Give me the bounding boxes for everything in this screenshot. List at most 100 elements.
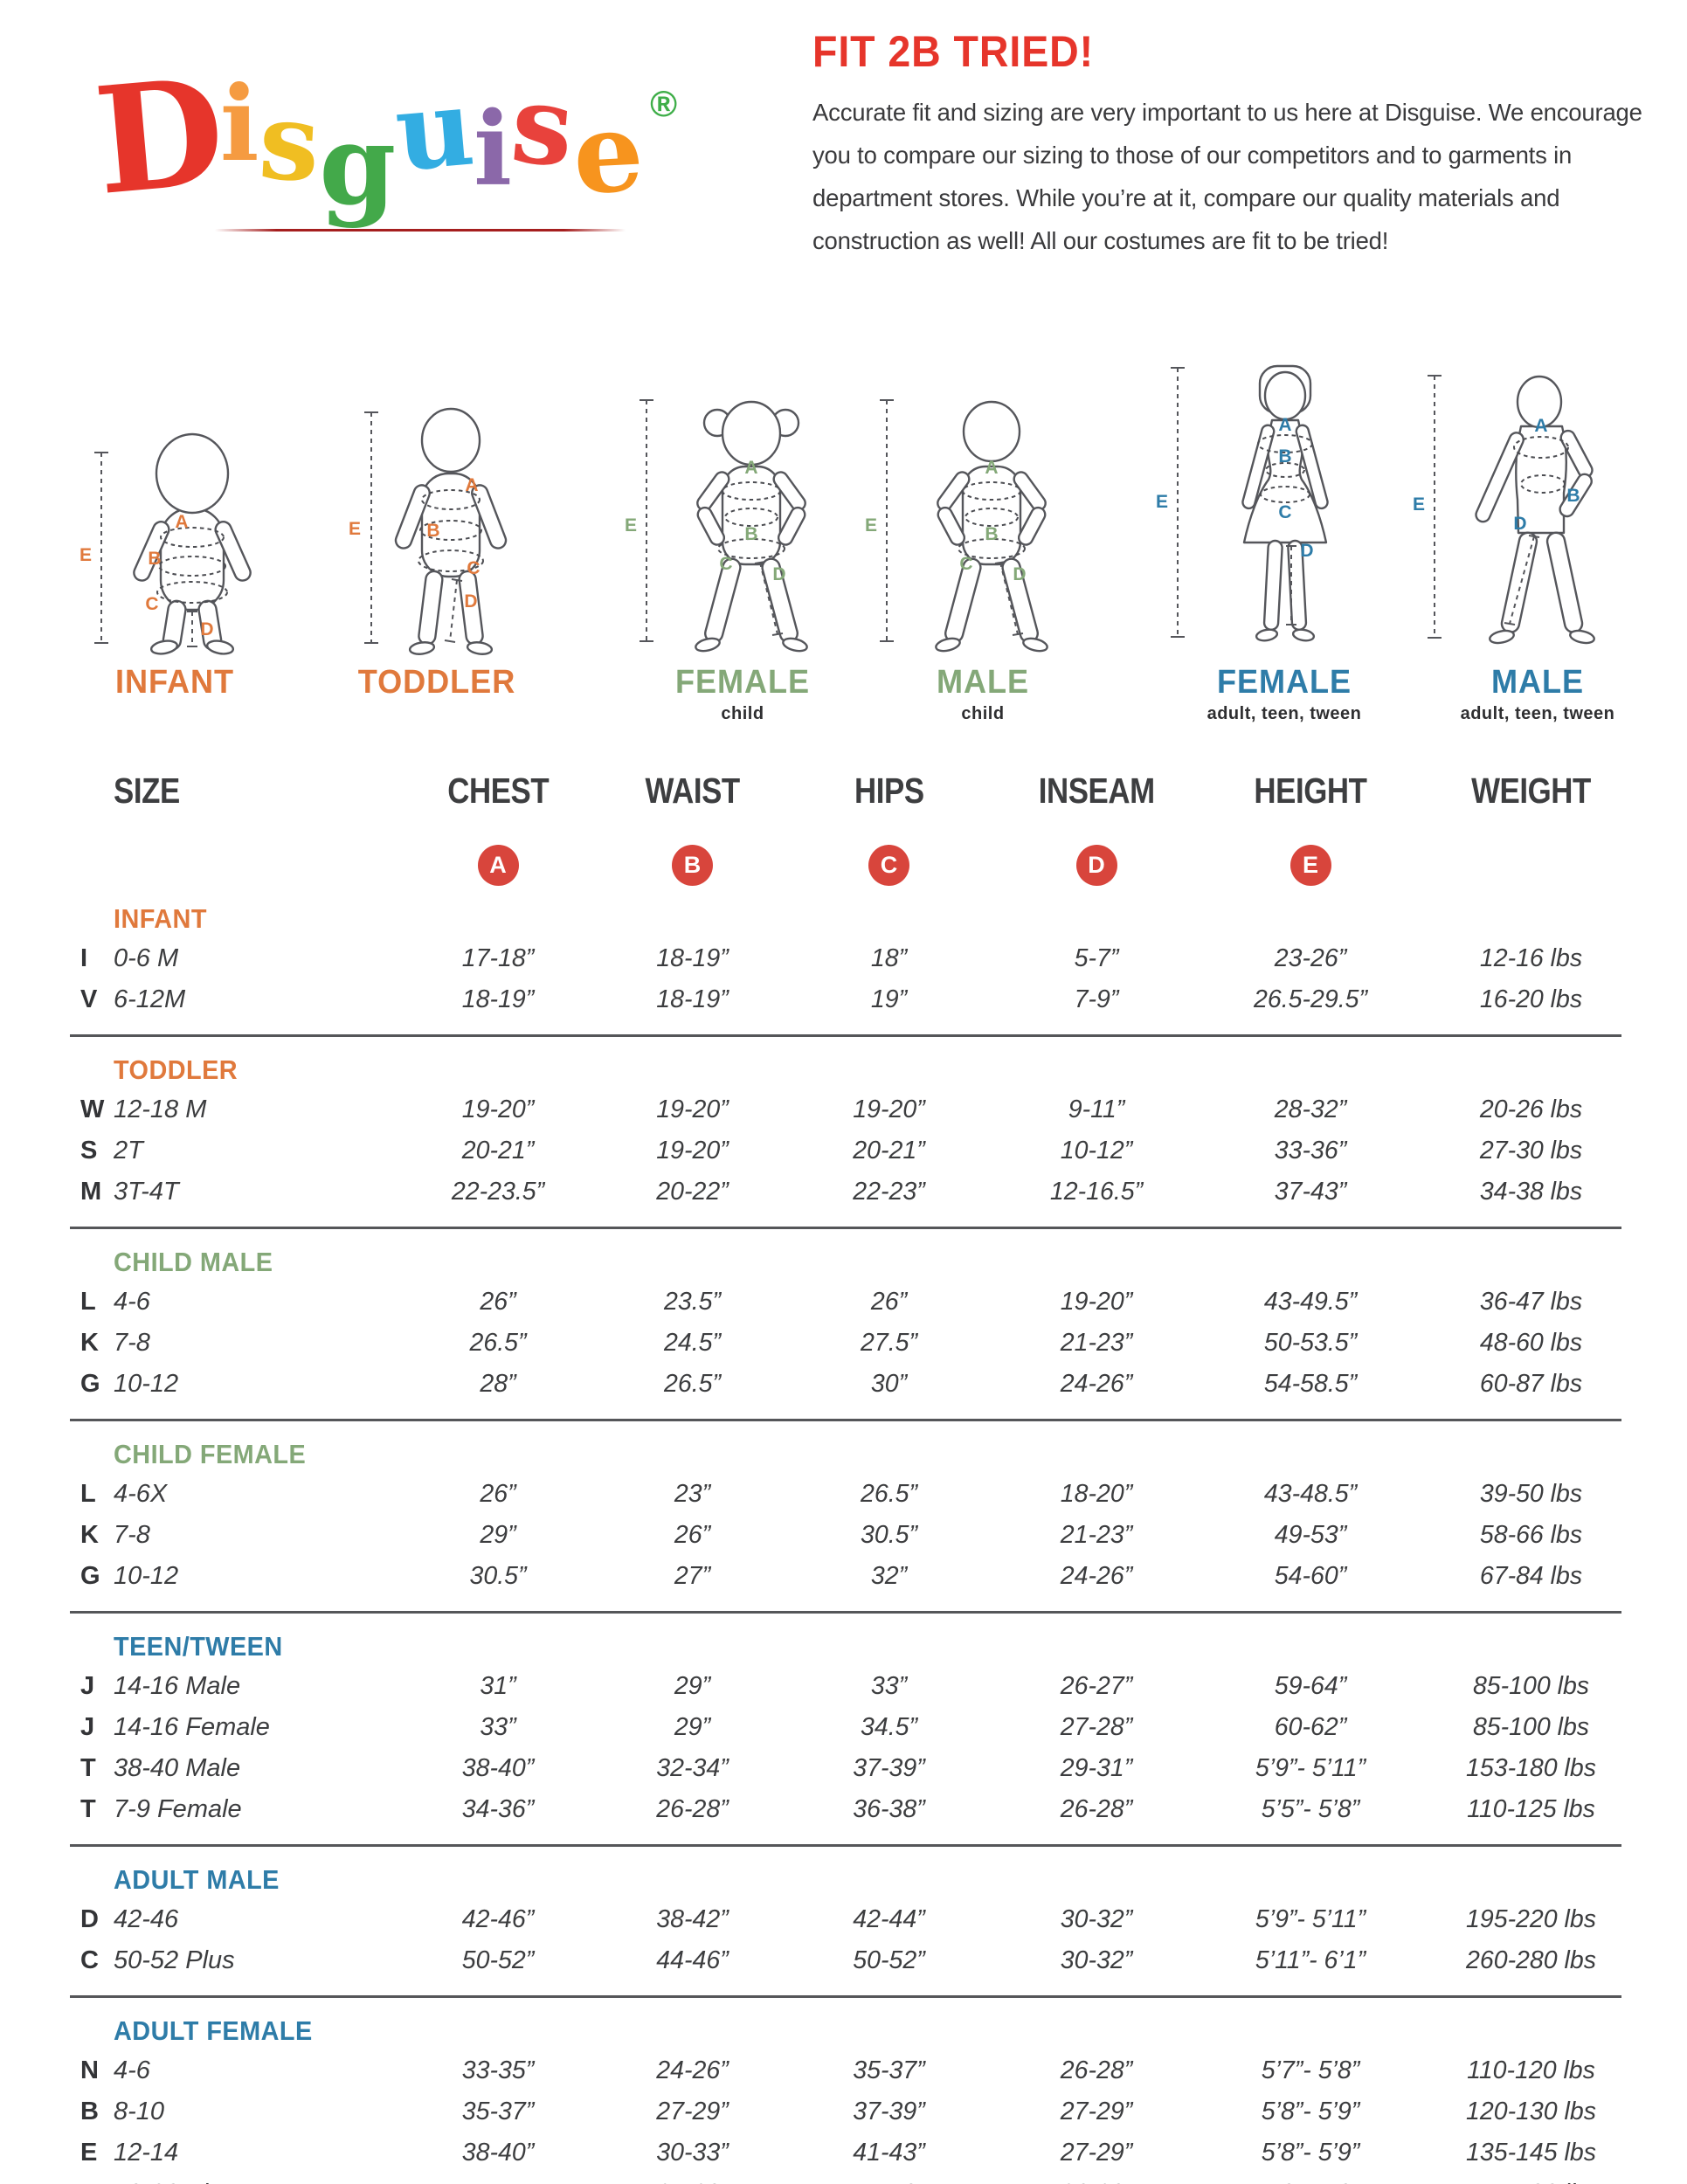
section-header: TEEN/TWEEN bbox=[114, 1631, 283, 1662]
row-value-inseam: 30-32” bbox=[1060, 1946, 1133, 1974]
logo-letter: D bbox=[88, 45, 232, 228]
row-value-height: 23-26” bbox=[1274, 944, 1347, 972]
badge-e: E bbox=[1289, 845, 1331, 886]
row-value-hips: 26” bbox=[870, 1288, 908, 1316]
table-row: L 4-6X 26” 23” 26.5” 18-20” 43-48.5” 39-50 lbs bbox=[70, 1474, 1687, 1515]
row-value-hips: 34.5” bbox=[861, 1713, 917, 1741]
row-value-height: 5’8”- 5’9” bbox=[1201, 2180, 1420, 2184]
row-value-inseam: 26-28” bbox=[1060, 1795, 1133, 1823]
figure-sublabel: child bbox=[961, 704, 1005, 723]
table-row: K 7-8 29” 26” 30.5” 21-23” 49-53” 58-66 lbs bbox=[70, 1515, 1687, 1556]
row-value-height: 5’5”- 5’8” bbox=[1261, 1795, 1360, 1823]
row-value-hips: 20-21” bbox=[853, 1137, 925, 1165]
row-value-inseam: 18-20” bbox=[1060, 1480, 1133, 1508]
row-value-inseam: 7-9” bbox=[1074, 985, 1119, 1013]
section-header: INFANT bbox=[114, 903, 207, 934]
row-code: L bbox=[80, 1480, 96, 1508]
table-row: B 8-10 35-37” 27-29” 37-39” 27-29” 5’8”- 5’9” 1… bbox=[70, 2091, 1687, 2132]
row-size: 7-8 bbox=[114, 1329, 150, 1357]
row-value-hips: 36-38” bbox=[853, 1795, 925, 1823]
row-code: D bbox=[80, 1905, 99, 1933]
row-value-hips: 19-20” bbox=[853, 1095, 925, 1123]
row-value-inseam: 19-20” bbox=[1060, 1288, 1133, 1316]
row-value-hips: 27.5” bbox=[861, 1329, 917, 1357]
row-value-height: 50-53.5” bbox=[1263, 1329, 1358, 1357]
height-label: E bbox=[625, 515, 637, 536]
row-code: V bbox=[80, 985, 98, 1013]
row-value-chest: 28” bbox=[480, 1370, 516, 1398]
figure-label: MALE bbox=[1490, 664, 1585, 701]
row-value-chest: 26” bbox=[480, 1288, 516, 1316]
intro-text: Accurate fit and sizing are very importa… bbox=[812, 99, 1642, 254]
row-value-waist: 19-20” bbox=[656, 1137, 729, 1165]
table-row: K 7-8 26.5” 24.5” 27.5” 21-23” 50-53.5” 48-60 l… bbox=[70, 1323, 1687, 1364]
logo-letter: s bbox=[506, 60, 579, 192]
row-value-weight: 135-145 lbs bbox=[1466, 2139, 1596, 2167]
table-row: L 4-6 26” 23.5” 26” 19-20” 43-49.5” 36-47 lbs bbox=[70, 1282, 1687, 1323]
row-code: S bbox=[80, 1137, 98, 1165]
col-header-hips: HIPS bbox=[854, 771, 924, 811]
row-code: K bbox=[80, 1329, 99, 1357]
row-value-hips: 33” bbox=[870, 1672, 908, 1700]
section-divider bbox=[70, 1844, 1621, 1847]
row-value-inseam: 10-12” bbox=[1060, 1137, 1133, 1165]
waist-label: B bbox=[426, 521, 439, 541]
inseam-label: D bbox=[1013, 564, 1026, 584]
figure-label: FEMALE bbox=[1216, 664, 1352, 701]
row-value-weight: 60-87 lbs bbox=[1479, 1370, 1583, 1398]
section-divider bbox=[70, 1227, 1621, 1229]
table-row: G 10-12 30.5” 27” 32” 24-26” 54-60” 67-84 lbs bbox=[70, 1556, 1687, 1597]
logo-underline bbox=[215, 229, 626, 232]
row-size: 38-40 Male bbox=[114, 1754, 241, 1782]
row-size: 12-18 M bbox=[114, 1095, 207, 1123]
row-value-inseam: 24-26” bbox=[1060, 1370, 1133, 1398]
row-value-inseam: 12-16.5” bbox=[1049, 1178, 1144, 1206]
row-value-height: 60-62” bbox=[1274, 1713, 1347, 1741]
row-value-hips: 50-52” bbox=[853, 1946, 925, 1974]
female-adult-figure-illustration: E A B C D bbox=[1156, 364, 1329, 642]
page-title: FIT 2B TRIED! bbox=[812, 27, 1095, 76]
row-value-weight: 85-100 lbs bbox=[1472, 1713, 1590, 1741]
row-value-height: 5’9”- 5’11” bbox=[1255, 1754, 1366, 1782]
height-label: E bbox=[349, 519, 361, 539]
size-table: SIZE CHEST WAIST HIPS INSEAM HEIGHT WEIG… bbox=[0, 771, 1687, 2184]
row-value-waist: 23” bbox=[674, 1480, 711, 1508]
page-header: Disguise® FIT 2B TRIED! Accurate fit and… bbox=[0, 0, 1687, 308]
table-row: G 10-12 28” 26.5” 30” 24-26” 54-58.5” 60-87 lbs bbox=[70, 1364, 1687, 1405]
section-header: CHILD MALE bbox=[114, 1247, 273, 1277]
row-value-weight: 58-66 lbs bbox=[1479, 1521, 1583, 1549]
male-adult-figure-illustration: E A B D bbox=[1413, 375, 1595, 645]
figure-female-child: E A B C bbox=[612, 386, 874, 724]
row-value-hips: 32” bbox=[870, 1562, 908, 1590]
row-code: T bbox=[80, 1754, 96, 1782]
logo-letter: u bbox=[391, 63, 480, 196]
figure-sublabel: adult, teen, tween bbox=[1206, 704, 1362, 723]
row-value-height: 5’11”- 6’1” bbox=[1255, 1946, 1366, 1974]
row-value-hips: 37-39” bbox=[853, 1754, 925, 1782]
registered-mark: ® bbox=[650, 83, 678, 124]
badge-d: D bbox=[1075, 845, 1117, 886]
row-value-chest: 29” bbox=[480, 1521, 516, 1549]
row-size: 2T bbox=[114, 1137, 143, 1165]
row-size: 6-12M bbox=[114, 985, 186, 1013]
chest-label: A bbox=[744, 458, 757, 478]
row-size: 4-6 bbox=[114, 2056, 150, 2084]
row-size: 12-14 bbox=[114, 2139, 179, 2167]
row-value-chest: 42-46” bbox=[461, 1905, 535, 1933]
row-value-hips: 47-49” bbox=[786, 2180, 992, 2184]
row-value-height: 33-36” bbox=[1274, 1137, 1347, 1165]
row-size: 14-16 Female bbox=[114, 1713, 270, 1741]
row-value-chest: 19-20” bbox=[461, 1095, 535, 1123]
row-code: L bbox=[80, 1288, 96, 1316]
logo-letter: e bbox=[570, 86, 646, 219]
row-value-waist: 27” bbox=[674, 1562, 711, 1590]
height-label: E bbox=[1156, 492, 1168, 512]
row-value-hips: 30” bbox=[870, 1370, 908, 1398]
table-row: M 3T-4T 22-23.5” 20-22” 22-23” 12-16.5” 37-43”… bbox=[70, 1171, 1687, 1213]
row-value-hips: 26.5” bbox=[861, 1480, 917, 1508]
row-value-height: 5’9”- 5’11” bbox=[1255, 1905, 1366, 1933]
row-value-height: 37-43” bbox=[1274, 1178, 1347, 1206]
row-value-inseam: 21-23” bbox=[1060, 1521, 1133, 1549]
row-value-waist: 18-19” bbox=[656, 944, 729, 972]
